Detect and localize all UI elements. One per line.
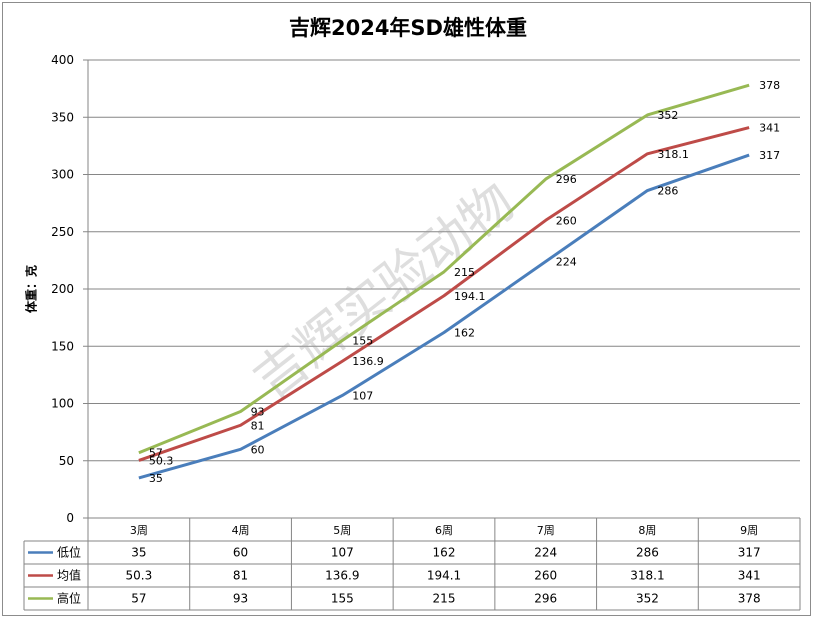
chart-frame <box>2 2 811 616</box>
data-label: 136.9 <box>352 355 384 368</box>
data-label: 35 <box>149 472 163 485</box>
x-tick-label: 6周 <box>435 524 453 537</box>
table-cell-value: 224 <box>534 546 557 560</box>
data-label: 260 <box>556 214 577 227</box>
series-line-2 <box>138 83 750 455</box>
data-label: 215 <box>454 266 475 279</box>
y-tick-label: 0 <box>66 511 74 525</box>
x-tick-label: 5周 <box>333 524 351 537</box>
table-cell-value: 162 <box>433 546 456 560</box>
table-cell-value: 194.1 <box>427 569 461 583</box>
data-label: 93 <box>251 406 265 419</box>
chart-title: 吉辉2024年SD雄性体重 <box>288 16 527 40</box>
data-label: 155 <box>352 335 373 348</box>
data-label: 296 <box>556 173 577 186</box>
table-cell-value: 35 <box>131 546 146 560</box>
series-line-1 <box>138 126 750 462</box>
y-tick-label: 150 <box>51 339 74 353</box>
legend-label: 高位 <box>57 591 81 606</box>
series-line-0 <box>138 153 750 480</box>
data-label: 352 <box>657 109 678 122</box>
y-tick-label: 300 <box>51 168 74 182</box>
data-label: 50.3 <box>149 454 174 467</box>
data-label: 57 <box>149 447 163 460</box>
y-tick-label: 100 <box>51 397 74 411</box>
y-tick-label: 350 <box>51 110 74 124</box>
table-cell-value: 50.3 <box>125 569 152 583</box>
x-tick-label: 8周 <box>638 524 656 537</box>
data-label: 318.1 <box>657 148 689 161</box>
table-cell-value: 286 <box>636 546 659 560</box>
y-tick-label: 200 <box>51 282 74 296</box>
table-cell-value: 60 <box>233 546 248 560</box>
data-label: 224 <box>556 256 577 269</box>
legend-label: 低位 <box>57 545 81 560</box>
y-tick-label: 400 <box>51 53 74 67</box>
y-tick-label: 50 <box>59 454 74 468</box>
table-cell-value: 260 <box>534 569 557 583</box>
table-cell-value: 318.1 <box>630 569 664 583</box>
x-tick-label: 4周 <box>232 524 250 537</box>
data-label: 81 <box>251 419 265 432</box>
data-label: 286 <box>657 185 678 198</box>
table-cell-value: 296 <box>534 592 557 606</box>
data-label: 107 <box>352 389 373 402</box>
table-cell-value: 136.9 <box>325 569 359 583</box>
y-tick-label: 250 <box>51 225 74 239</box>
x-tick-label: 3周 <box>130 524 148 537</box>
table-cell-value: 378 <box>738 592 761 606</box>
table-cell-value: 107 <box>331 546 354 560</box>
data-label: 194.1 <box>454 290 486 303</box>
table-cell-value: 93 <box>233 592 248 606</box>
data-label: 341 <box>759 122 780 135</box>
data-label: 162 <box>454 327 475 340</box>
table-cell-value: 81 <box>233 569 248 583</box>
data-label: 317 <box>759 149 780 162</box>
table-cell-value: 352 <box>636 592 659 606</box>
data-label: 60 <box>251 443 265 456</box>
table-cell-value: 57 <box>131 592 146 606</box>
table-cell-value: 155 <box>331 592 354 606</box>
table-cell-value: 215 <box>433 592 456 606</box>
table-cell-value: 341 <box>738 569 761 583</box>
x-tick-label: 9周 <box>740 524 758 537</box>
legend-label: 均值 <box>57 568 81 583</box>
data-label: 378 <box>759 79 780 92</box>
x-tick-label: 7周 <box>537 524 555 537</box>
table-cell-value: 317 <box>738 546 761 560</box>
